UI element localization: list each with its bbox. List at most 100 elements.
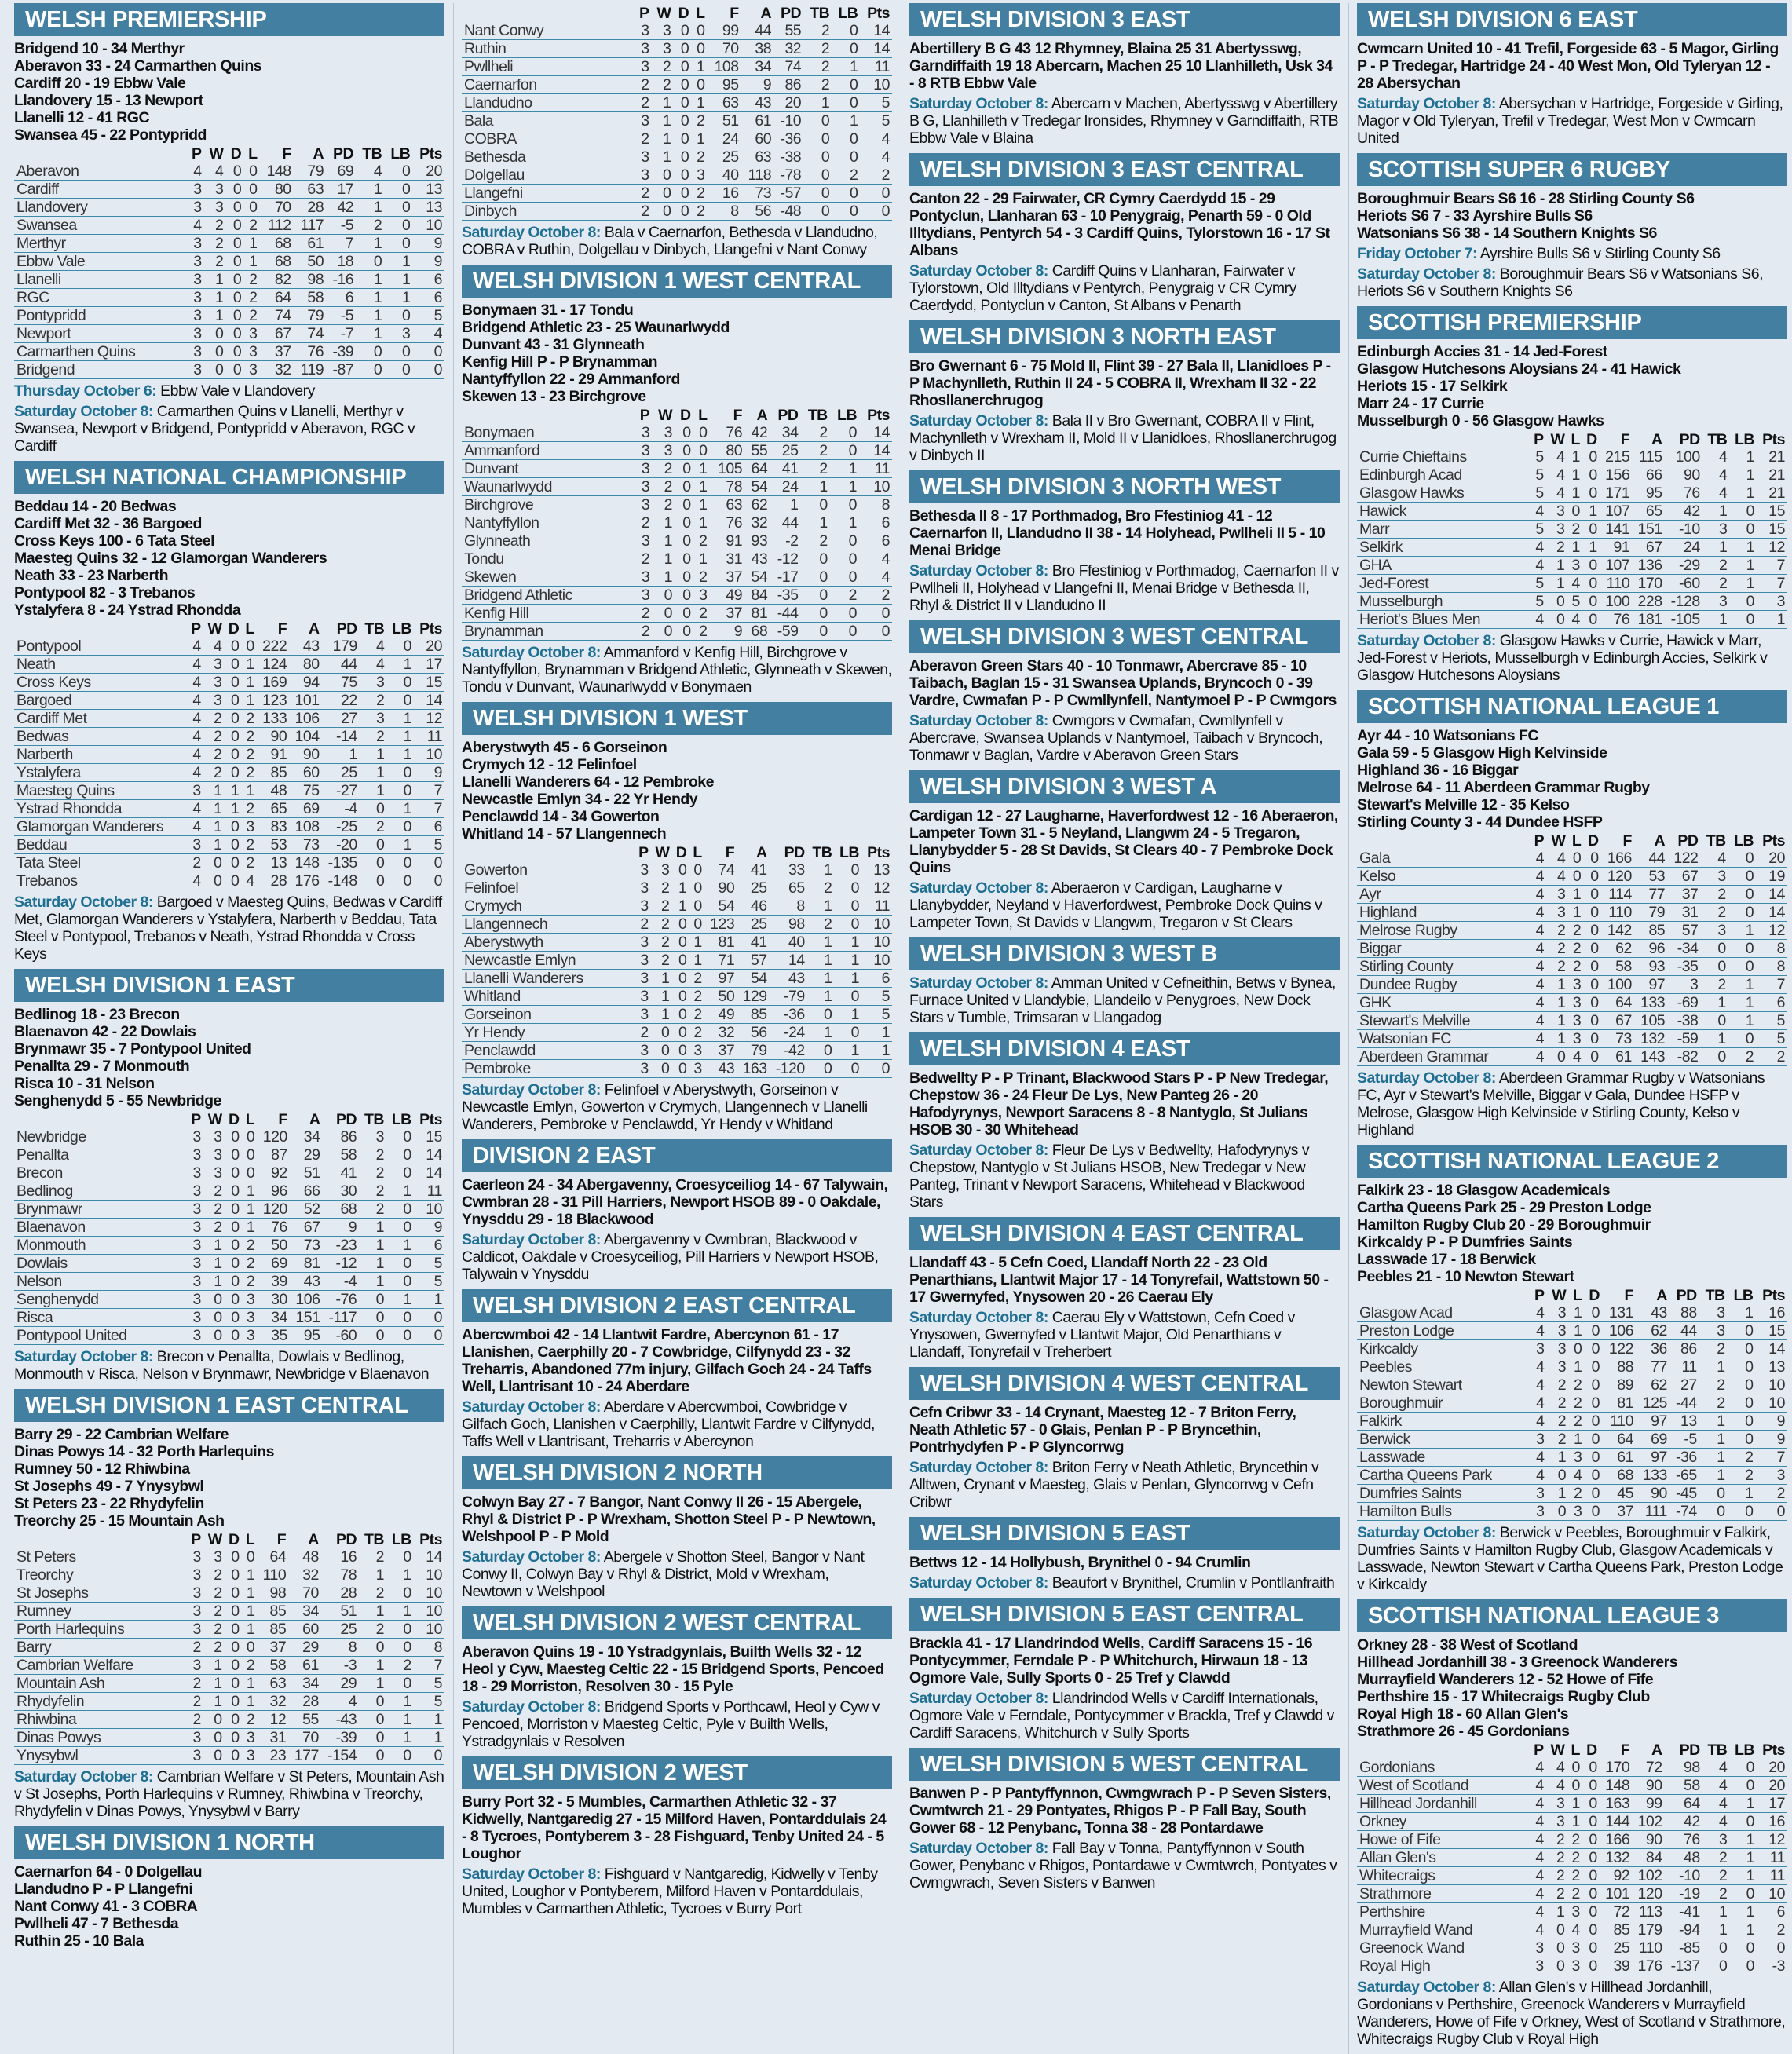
stat-cell: 1: [214, 1657, 222, 1674]
stat-cell: 2: [1572, 958, 1582, 975]
stat-cell: 148: [1605, 1777, 1630, 1794]
stat-cell: 43: [751, 550, 768, 568]
team-name: Nantyffyllon: [464, 514, 539, 532]
stat-cell: 0: [1589, 1831, 1597, 1848]
result-line: Ayr 44 - 10 Watsonians FC: [1357, 727, 1538, 744]
stat-cell: 14: [426, 1164, 442, 1182]
stat-cell: 70: [302, 1729, 319, 1746]
stat-cell: 99: [1645, 1795, 1662, 1812]
stat-cell: 1: [1745, 922, 1754, 939]
column-header: LB: [837, 407, 858, 424]
table-row: Pwllheli 3 2 0 1 108 34 74 2 1 11: [462, 58, 892, 76]
stat-cell: 141: [1605, 521, 1630, 538]
stat-cell: 6: [433, 289, 443, 306]
stat-cell: 5: [433, 307, 443, 324]
header-row: P W D L F A PD TB LB Pts: [14, 620, 444, 638]
stat-cell: -36: [780, 130, 802, 148]
fixture-date: Saturday October 8:: [14, 1768, 153, 1785]
team-name: Preston Lodge: [1359, 1322, 1454, 1339]
table-row: Narberth 4 2 0 2 91 90 1 1 1 10: [14, 746, 444, 764]
stat-cell: 0: [1718, 1957, 1728, 1975]
stat-cell: 2: [1776, 1485, 1786, 1502]
stat-cell: 84: [1645, 1849, 1662, 1866]
stat-cell: 80: [726, 442, 743, 459]
stat-cell: 3: [192, 1128, 201, 1146]
league-table: P W L D F A PD TB LB Pts Gordonians 4 4 0 0 170 72 98 4 0 20…: [1357, 1742, 1787, 1975]
column-header: TB: [812, 844, 832, 861]
stat-cell: 3: [192, 1584, 201, 1602]
stat-cell: 17: [426, 656, 442, 673]
stat-cell: 106: [295, 1291, 320, 1308]
stat-cell: 0: [401, 181, 411, 198]
stat-cell: 3: [1717, 922, 1726, 939]
fixtures-text: Saturday October 8: Felinfoel v Aberystw…: [462, 1081, 892, 1133]
stat-cell: 3: [1717, 1304, 1725, 1321]
team-name: Allan Glen's: [1359, 1849, 1436, 1866]
stat-cell: 1: [1573, 1322, 1582, 1339]
fixture-list: Cwmgors v Cwmafan, Cwmllynfell v Abercra…: [909, 712, 1323, 764]
stat-cell: -60: [1678, 575, 1700, 592]
team-name: RGC: [16, 289, 49, 306]
stat-cell: 2: [641, 550, 650, 568]
stat-cell: 0: [1589, 1795, 1597, 1812]
fixture-date: Saturday October 8:: [909, 1840, 1048, 1857]
stat-cell: 76: [271, 1219, 287, 1236]
stat-cell: 20: [1768, 850, 1785, 867]
column-header: LB: [1734, 832, 1754, 850]
stat-cell: 2: [1718, 557, 1728, 574]
team-name: St Josephs: [16, 1584, 89, 1602]
stat-cell: 44: [340, 656, 357, 673]
table-row: Aberdeen Grammar 4 0 4 0 61 143 -82 0 2 2: [1357, 1048, 1787, 1066]
stat-cell: 1: [373, 289, 382, 306]
stat-cell: 2: [881, 166, 891, 184]
stat-cell: 0: [682, 605, 691, 622]
stat-cell: 4: [1535, 557, 1544, 574]
stat-cell: 3: [641, 166, 649, 184]
stat-cell: 3: [192, 782, 201, 799]
stat-cell: -36: [1676, 1449, 1697, 1466]
section-header: WELSH DIVISION 1 EAST: [14, 969, 444, 1002]
stat-cell: 1: [699, 550, 708, 568]
result-line: Edinburgh Accies 31 - 14 Jed-Forest: [1357, 343, 1607, 360]
stat-cell: 0: [1745, 1340, 1754, 1358]
stat-cell: 3: [641, 478, 650, 495]
stat-cell: 166: [1607, 850, 1633, 867]
stat-cell: 68: [1617, 1467, 1633, 1484]
team-name: Royal High: [1359, 1957, 1431, 1975]
stat-cell: 25: [750, 916, 767, 933]
stat-cell: 0: [401, 217, 411, 234]
column-header: TB: [1707, 431, 1728, 448]
stat-cell: 5: [1535, 466, 1544, 484]
stat-cell: 7: [1776, 1449, 1786, 1466]
team-name: Kirkcaldy: [1359, 1340, 1418, 1358]
league-section: SCOTTISH NATIONAL LEAGUE 2 Falkirk 23 - 1…: [1357, 1145, 1787, 1593]
stat-cell: 132: [1605, 1849, 1630, 1866]
stat-cell: 0: [697, 40, 705, 57]
stat-cell: 18: [337, 253, 354, 270]
stat-cell: 4: [1572, 1048, 1582, 1065]
stat-cell: -94: [1678, 1921, 1700, 1939]
stat-cell: 1: [697, 94, 705, 111]
stat-cell: 0: [232, 343, 242, 360]
table-row: Gordonians 4 4 0 0 170 72 98 4 0 20: [1357, 1759, 1787, 1777]
column-header: F: [730, 5, 739, 22]
stat-cell: 3: [640, 952, 649, 969]
stat-cell: 3: [1557, 904, 1566, 921]
stat-cell: 1: [1589, 539, 1597, 556]
stat-cell: 1: [1557, 1485, 1567, 1502]
stat-cell: 0: [215, 361, 224, 378]
stat-cell: 2: [1556, 1831, 1565, 1848]
stat-cell: -10: [780, 112, 802, 130]
stat-cell: 3: [192, 1255, 201, 1272]
stat-cell: 90: [1683, 466, 1700, 484]
stat-cell: 1: [699, 496, 708, 514]
stat-cell: 0: [215, 343, 224, 360]
table-row: Highland 4 3 1 0 110 79 31 2 0 14: [1357, 904, 1787, 922]
stat-cell: 3: [640, 861, 649, 879]
fixture-list: Bala II v Bro Gwernant, COBRA II v Flint…: [909, 412, 1337, 464]
stat-cell: 1: [403, 836, 412, 853]
column-header: P: [639, 407, 650, 424]
stat-cell: 0: [678, 988, 687, 1005]
stat-cell: 0: [1589, 611, 1597, 628]
